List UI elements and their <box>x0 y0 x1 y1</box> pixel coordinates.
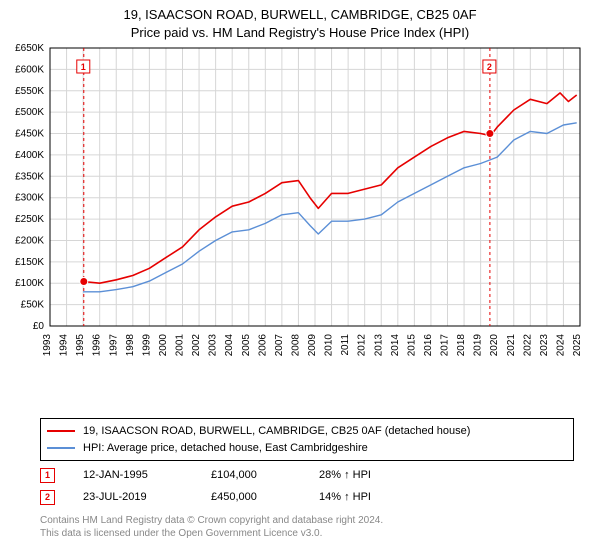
y-tick-label: £300K <box>15 193 44 204</box>
y-tick-label: £250K <box>15 214 44 225</box>
chart-container: 19, ISAACSON ROAD, BURWELL, CAMBRIDGE, C… <box>0 0 600 560</box>
event-marker-box: 2 <box>40 490 55 505</box>
svg-text:2: 2 <box>487 62 492 72</box>
x-tick-label: 2011 <box>340 334 351 356</box>
x-tick-label: 2001 <box>175 334 186 357</box>
legend-label: HPI: Average price, detached house, East… <box>83 440 368 457</box>
events-table: 1 12-JAN-1995 £104,000 28% ↑ HPI 2 23-JUL-201… <box>40 464 409 508</box>
x-tick-label: 2016 <box>423 334 434 357</box>
x-tick-label: 2004 <box>224 334 235 357</box>
y-tick-label: £0 <box>33 321 45 332</box>
footer-text: Contains HM Land Registry data © Crown c… <box>40 514 383 540</box>
y-tick-label: £400K <box>15 150 44 161</box>
x-tick-label: 2021 <box>506 334 517 357</box>
x-tick-label: 2010 <box>324 334 335 357</box>
title-line-2: Price paid vs. HM Land Registry's House … <box>0 24 600 42</box>
x-tick-label: 2020 <box>489 334 500 357</box>
x-tick-label: 1997 <box>108 334 119 357</box>
x-tick-label: 2023 <box>539 334 550 357</box>
series-hpi <box>83 123 577 292</box>
y-tick-label: £50K <box>21 300 45 311</box>
event-row: 1 12-JAN-1995 £104,000 28% ↑ HPI <box>40 464 409 486</box>
y-tick-label: £450K <box>15 129 44 140</box>
x-tick-label: 2008 <box>290 334 301 357</box>
svg-text:1: 1 <box>81 62 86 72</box>
x-tick-label: 2024 <box>555 334 566 357</box>
y-tick-label: £650K <box>15 43 44 54</box>
x-tick-label: 2009 <box>307 334 318 357</box>
y-tick-label: £200K <box>15 235 44 246</box>
footer-line-1: Contains HM Land Registry data © Crown c… <box>40 514 383 527</box>
x-tick-label: 2005 <box>241 334 252 357</box>
x-tick-label: 1993 <box>42 334 53 357</box>
event-pct: 28% ↑ HPI <box>319 469 409 481</box>
event-price: £104,000 <box>211 469 291 481</box>
chart-svg: £0£50K£100K£150K£200K£250K£300K£350K£400… <box>50 48 580 368</box>
x-tick-label: 1998 <box>125 334 136 357</box>
x-tick-label: 2015 <box>406 334 417 357</box>
event-price: £450,000 <box>211 491 291 503</box>
event-date: 12-JAN-1995 <box>83 469 183 481</box>
x-tick-label: 2017 <box>440 334 451 357</box>
x-tick-label: 2006 <box>257 334 268 357</box>
series-price_paid <box>83 93 577 283</box>
y-tick-label: £500K <box>15 107 44 118</box>
title-line-1: 19, ISAACSON ROAD, BURWELL, CAMBRIDGE, C… <box>0 6 600 24</box>
event-date: 23-JUL-2019 <box>83 491 183 503</box>
legend-row: 19, ISAACSON ROAD, BURWELL, CAMBRIDGE, C… <box>47 423 567 440</box>
x-tick-label: 2025 <box>572 334 583 357</box>
x-tick-label: 2003 <box>208 334 219 357</box>
legend-swatch <box>47 447 75 449</box>
x-tick-label: 2018 <box>456 334 467 357</box>
legend-swatch <box>47 430 75 432</box>
x-tick-label: 2014 <box>390 334 401 357</box>
x-tick-label: 1996 <box>92 334 103 357</box>
title-block: 19, ISAACSON ROAD, BURWELL, CAMBRIDGE, C… <box>0 0 600 42</box>
x-tick-label: 2002 <box>191 334 202 357</box>
x-tick-label: 1995 <box>75 334 86 357</box>
event-marker-box: 1 <box>40 468 55 483</box>
x-tick-label: 2007 <box>274 334 285 357</box>
x-tick-label: 2019 <box>473 334 484 357</box>
x-tick-label: 1999 <box>141 334 152 357</box>
legend-row: HPI: Average price, detached house, East… <box>47 440 567 457</box>
event-pct: 14% ↑ HPI <box>319 491 409 503</box>
x-tick-label: 2000 <box>158 334 169 357</box>
event-row: 2 23-JUL-2019 £450,000 14% ↑ HPI <box>40 486 409 508</box>
footer-line-2: This data is licensed under the Open Gov… <box>40 527 383 540</box>
x-tick-label: 1994 <box>59 334 70 357</box>
y-tick-label: £600K <box>15 64 44 75</box>
y-tick-label: £150K <box>15 257 44 268</box>
x-tick-label: 2022 <box>522 334 533 357</box>
y-tick-label: £350K <box>15 171 44 182</box>
legend-box: 19, ISAACSON ROAD, BURWELL, CAMBRIDGE, C… <box>40 418 574 461</box>
x-tick-label: 2012 <box>357 334 368 357</box>
y-tick-label: £100K <box>15 278 44 289</box>
x-tick-label: 2013 <box>373 334 384 357</box>
legend-label: 19, ISAACSON ROAD, BURWELL, CAMBRIDGE, C… <box>83 423 470 440</box>
y-tick-label: £550K <box>15 86 44 97</box>
